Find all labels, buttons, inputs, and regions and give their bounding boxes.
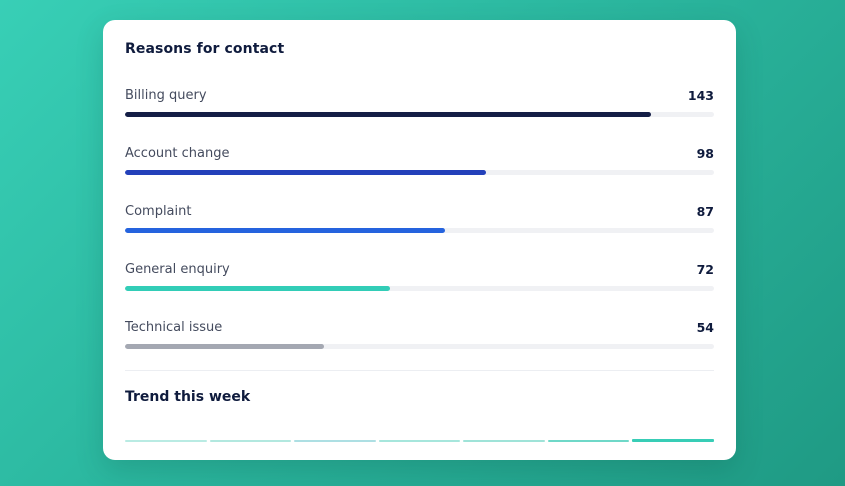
reason-row-account-change: Account change 98 bbox=[125, 146, 714, 182]
reason-bar-track bbox=[125, 344, 714, 349]
reason-label: Complaint bbox=[125, 204, 192, 219]
reason-label: General enquiry bbox=[125, 262, 230, 277]
reason-count: 98 bbox=[696, 146, 714, 161]
reason-label: Technical issue bbox=[125, 320, 223, 335]
reason-count: 87 bbox=[696, 204, 714, 219]
reason-bar-fill bbox=[125, 286, 391, 291]
reason-bar-fill bbox=[125, 112, 652, 117]
reason-count: 72 bbox=[696, 262, 714, 277]
reasons-card: Reasons for contact Billing query 143 Ac… bbox=[103, 20, 736, 460]
trend-day-5 bbox=[463, 440, 545, 442]
reason-bar-track bbox=[125, 228, 714, 233]
reason-bar-fill bbox=[125, 228, 446, 233]
trend-day-4 bbox=[378, 440, 461, 442]
trend-day-2 bbox=[209, 440, 292, 442]
reason-bar-fill bbox=[125, 344, 324, 349]
reason-row-complaint: Complaint 87 bbox=[125, 204, 714, 240]
reason-row-billing-query: Billing query 143 bbox=[125, 88, 714, 124]
reason-label: Billing query bbox=[125, 88, 207, 103]
reason-count: 54 bbox=[696, 320, 714, 335]
reason-row-general-enquiry: General enquiry 72 bbox=[125, 262, 714, 298]
reason-bar-fill bbox=[125, 170, 486, 175]
trend-day-6 bbox=[547, 440, 630, 442]
trend-day-3 bbox=[294, 440, 376, 442]
reason-count: 143 bbox=[687, 88, 714, 103]
trend-title: Trend this week bbox=[125, 389, 251, 405]
reason-bar-track bbox=[125, 112, 714, 117]
trend-day-7 bbox=[632, 439, 715, 442]
section-divider bbox=[125, 370, 714, 371]
trend-day-1 bbox=[125, 440, 207, 442]
reason-bar-track bbox=[125, 286, 714, 291]
reason-label: Account change bbox=[125, 146, 230, 161]
reason-bar-track bbox=[125, 170, 714, 175]
reason-row-technical-issue: Technical issue 54 bbox=[125, 320, 714, 356]
trend-sparkline bbox=[125, 430, 715, 442]
card-title: Reasons for contact bbox=[125, 41, 285, 57]
